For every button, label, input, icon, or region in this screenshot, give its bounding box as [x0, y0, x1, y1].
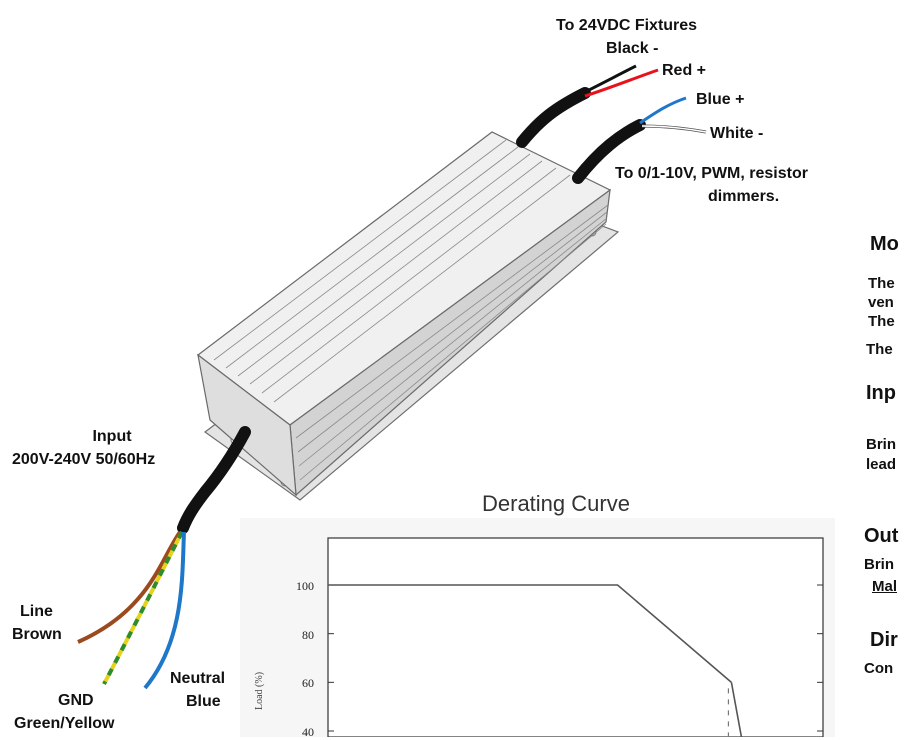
housing-fins — [213, 139, 609, 481]
chart-title: Derating Curve — [482, 491, 630, 516]
output-cable-dimming — [572, 119, 646, 184]
input-spec-label: 200V-240V 50/60Hz — [12, 451, 156, 468]
black-wire-label: Black - — [606, 40, 659, 57]
input-cable — [177, 426, 251, 534]
section-text: The — [868, 275, 895, 292]
section-heading-dimming: Dir — [870, 629, 898, 651]
gnd-color-label: Green/Yellow — [14, 715, 115, 732]
y-tick-label: 80 — [302, 628, 314, 642]
white-wire-label: White - — [710, 125, 764, 142]
neutral-blue-label: Blue — [186, 693, 221, 710]
section-heading-output: Out — [864, 525, 899, 547]
section-text: Brin — [866, 436, 896, 453]
gnd-label: GND — [58, 692, 94, 709]
housing-end — [197, 353, 297, 497]
section-text: The — [868, 313, 895, 330]
derating-line-continuation — [730, 682, 743, 737]
input-label: Input — [92, 428, 132, 445]
y-tick-label: 40 — [302, 725, 314, 739]
wire-blue — [639, 96, 687, 125]
line-label: Line — [20, 603, 53, 620]
red-wire-label: Red + — [662, 62, 707, 79]
dimmer-label-line1: To 0/1-10V, PWM, resistor — [615, 165, 808, 182]
wire-brown — [77, 530, 182, 644]
wire-red — [584, 68, 659, 98]
section-text: Brin — [864, 556, 894, 573]
neutral-label: Neutral — [170, 670, 226, 687]
derating-line — [328, 584, 732, 683]
chart-plot-area — [327, 537, 824, 737]
fixtures-label: To 24VDC Fixtures — [556, 17, 698, 34]
y-tick-label: 100 — [296, 579, 314, 593]
section-text: lead — [866, 456, 897, 473]
wire-black — [584, 64, 637, 94]
section-text: Con — [864, 660, 894, 677]
y-axis-label: Load (%) — [254, 671, 265, 710]
section-text: The — [866, 341, 893, 358]
section-link-text: Mal — [872, 578, 898, 595]
dimmer-label-line2: dimmers. — [708, 188, 780, 205]
section-heading-mounting: Mo — [870, 233, 899, 255]
section-text: ven — [868, 294, 894, 311]
wire-neutral — [143, 531, 186, 690]
y-tick-label: 60 — [302, 676, 314, 690]
output-cable-power — [516, 87, 591, 148]
section-heading-input: Inp — [866, 382, 896, 404]
blue-wire-label: Blue + — [696, 91, 745, 108]
brown-label: Brown — [12, 626, 62, 643]
